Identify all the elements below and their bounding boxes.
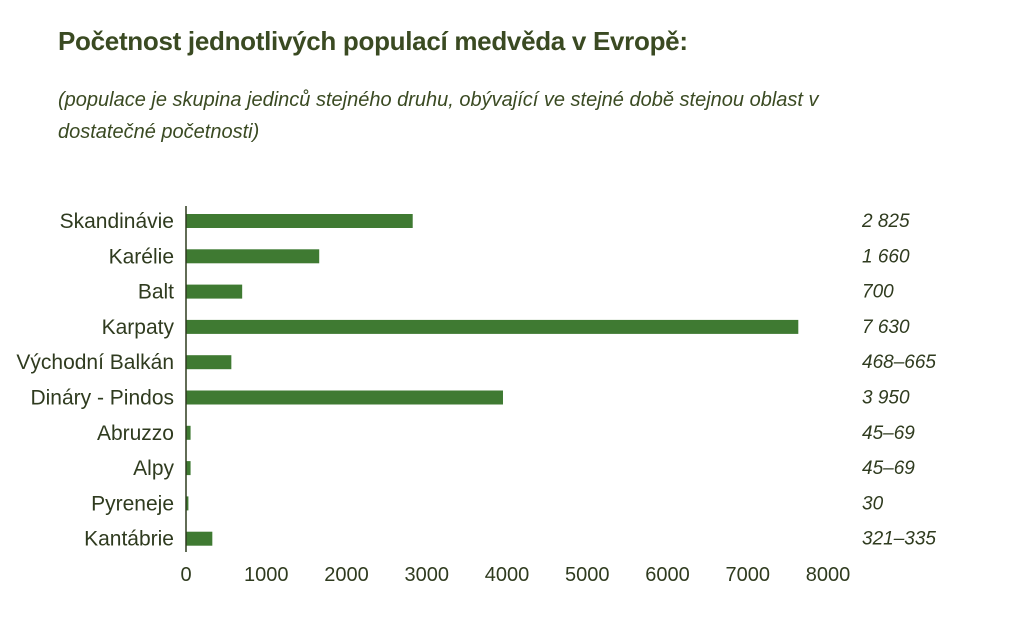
value-label: 3 950 [862,388,910,409]
x-tick-label: 3000 [405,564,450,586]
value-label: 2 825 [861,211,910,232]
x-tick-label: 7000 [726,564,771,586]
bar [186,214,413,228]
bar [186,531,213,546]
bar [186,461,191,476]
value-label: 30 [862,493,884,514]
bar [186,249,320,264]
category-label: Východní Balkán [16,351,174,374]
bar [186,425,191,440]
value-label: 700 [862,282,894,303]
category-labels: Skandinávie Karélie Balt Karpaty Východní Ba… [16,210,174,551]
category-label: Dináry - Pindos [30,387,174,410]
category-label: Karpaty [102,316,175,339]
x-tick-label: 0 [180,564,191,586]
x-tick-label: 8000 [806,564,851,586]
bar [186,496,189,511]
chart-subtitle: (populace je skupina jedinců stejného dr… [58,89,819,143]
x-tick-label: 5000 [565,564,610,586]
bar [186,390,503,405]
x-tick-label: 2000 [324,564,369,586]
value-label: 468–665 [862,352,936,373]
x-axis-ticks: 0 1000 2000 3000 4000 5000 6000 7000 8000 [180,564,850,586]
value-label: 1 660 [862,246,910,267]
category-label: Pyreneje [91,492,174,515]
bars-group [186,214,799,546]
value-label: 321–335 [862,529,936,550]
x-tick-label: 4000 [485,564,530,586]
value-label: 45–69 [862,458,915,479]
bar [186,284,243,299]
category-label: Alpy [133,457,174,480]
category-label: Balt [138,281,174,304]
chart-title: Početnost jednotlivých populací medvěda … [58,26,688,56]
value-label: 45–69 [862,423,915,444]
category-label: Kantábrie [84,528,174,551]
category-label: Skandinávie [60,210,174,233]
bar [186,355,232,370]
category-label: Abruzzo [97,422,174,445]
value-labels: 2 825 1 660 700 7 630 468–665 3 950 45–69 45–69… [861,211,936,550]
bar [186,319,799,334]
x-tick-label: 6000 [645,564,690,586]
value-label: 7 630 [862,317,910,338]
category-label: Karélie [109,245,174,268]
x-tick-label: 1000 [244,564,289,586]
